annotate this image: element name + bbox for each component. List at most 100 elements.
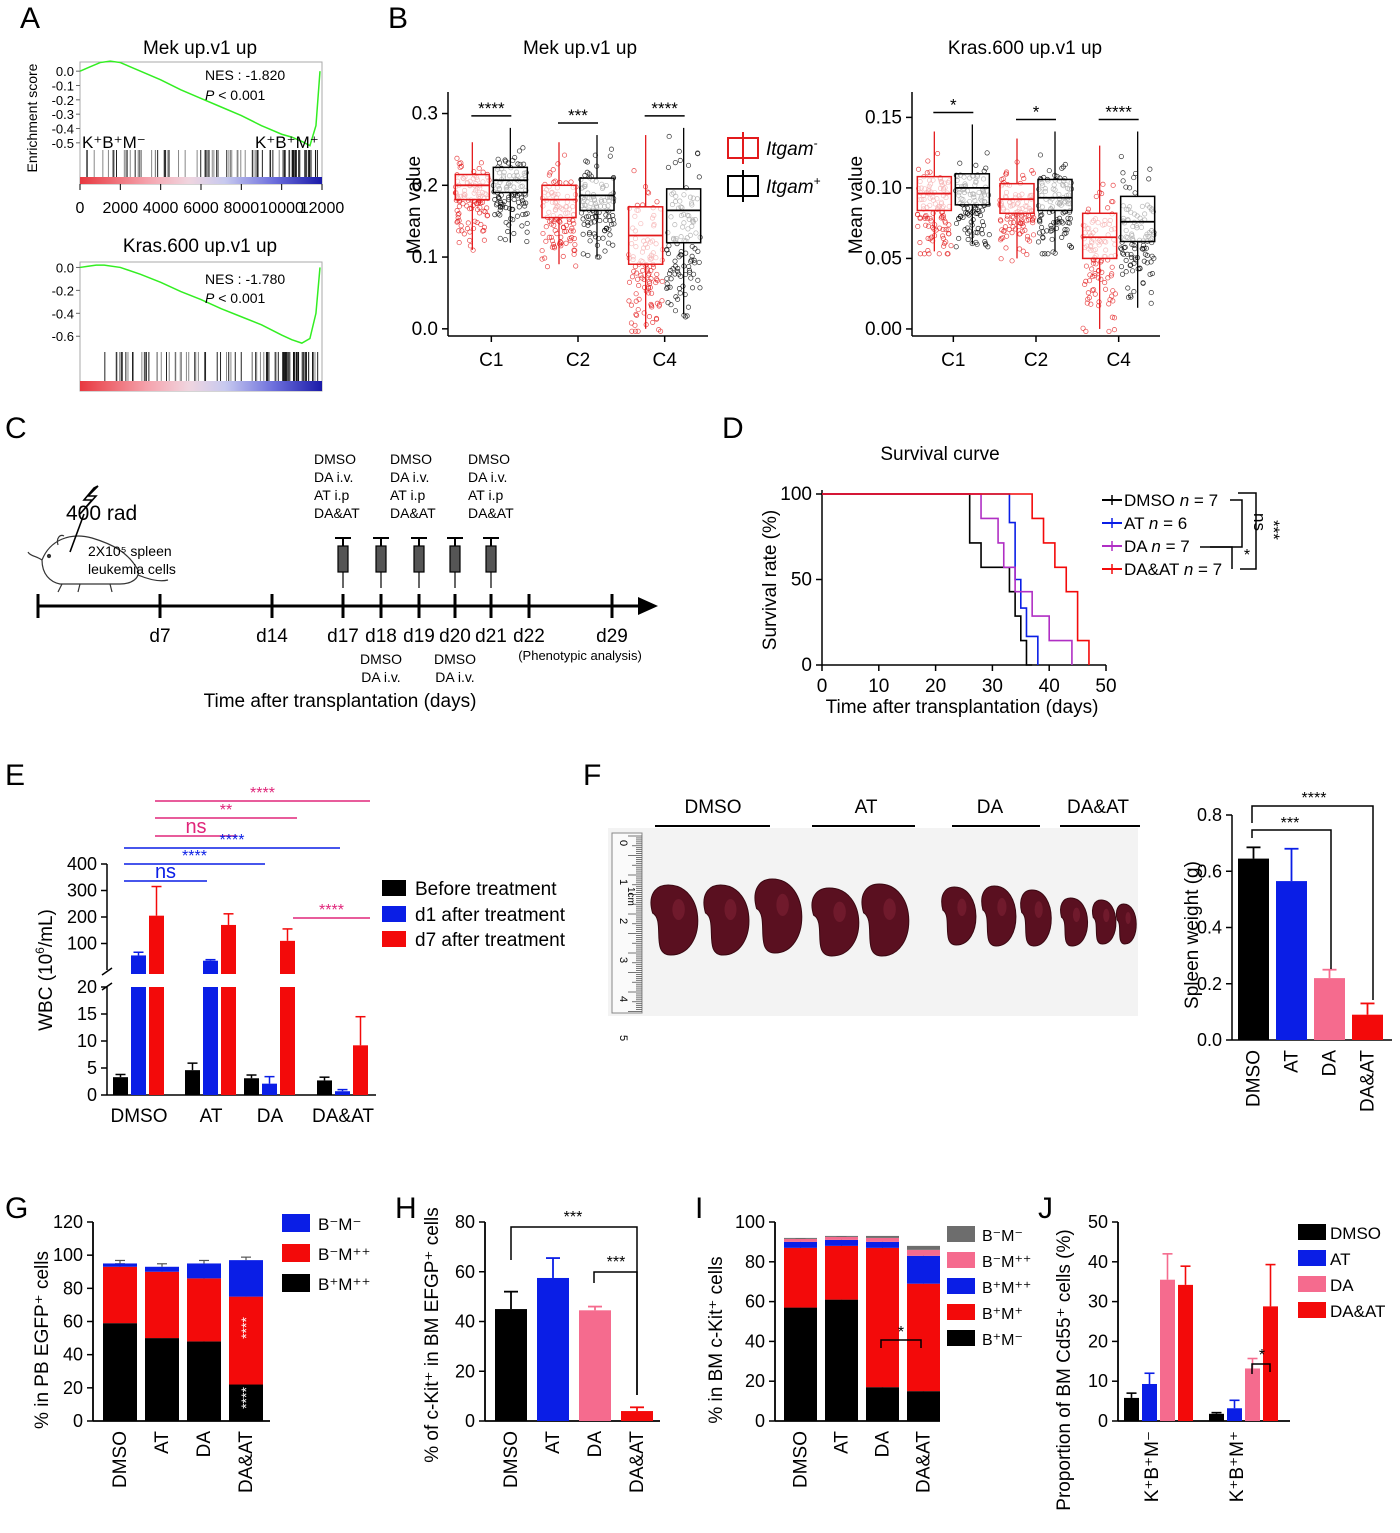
b-data-point — [606, 240, 612, 246]
b-data-point — [1119, 271, 1126, 277]
c-injection-line — [69, 513, 85, 553]
c-treatment-line: DA&AT — [390, 505, 436, 521]
b-data-point — [1147, 271, 1153, 277]
d-legend-label: DA n = 7 — [1124, 537, 1190, 556]
f-ylabel: Spleen weight (g) — [1182, 861, 1203, 1009]
b-data-point — [501, 199, 507, 205]
e-legend-swatch-d7 — [382, 931, 406, 947]
b-data-point — [1140, 280, 1146, 286]
b-data-point — [979, 227, 985, 233]
b-data-point — [1090, 260, 1096, 266]
b-data-point — [1040, 235, 1046, 241]
b-data-point — [455, 212, 461, 218]
b-data-point — [646, 190, 652, 196]
i-bar-segment — [866, 1235, 899, 1238]
b-data-point — [1095, 275, 1101, 281]
panel-h: H % of c-Kit⁺ in BM EFGP⁺ cells 0 20 40 60 8… — [395, 1192, 660, 1493]
b-data-point — [936, 251, 942, 257]
b-data-point — [946, 222, 952, 228]
b-data-point — [610, 217, 616, 223]
i-bar-segment — [866, 1237, 899, 1242]
b-data-point — [540, 230, 546, 237]
b-sig-stars: * — [1033, 102, 1040, 121]
b-data-point — [542, 255, 548, 261]
b-data-point — [580, 251, 586, 257]
b-data-point — [570, 218, 576, 224]
b-data-point — [984, 150, 990, 156]
b-sig-stars: **** — [1105, 102, 1132, 121]
b-data-point — [524, 238, 530, 245]
b-data-point — [610, 242, 616, 248]
g-bar-segment — [187, 1341, 221, 1421]
c-treatment-line: AT i.p — [314, 487, 349, 503]
b-data-point — [972, 205, 978, 211]
e-legend: Before treatment d1 after treatment d7 a… — [382, 879, 566, 951]
c-below-line: DMSO — [434, 651, 476, 667]
b-data-point — [1085, 206, 1091, 212]
b-data-point — [635, 276, 641, 282]
b-data-point — [1024, 233, 1031, 239]
b-data-point — [633, 311, 639, 317]
b-data-point — [976, 208, 982, 214]
a-left-group-label: K⁺B⁺M⁻ — [82, 133, 146, 152]
g-star-middle: **** — [238, 1317, 254, 1339]
b-data-point — [1127, 262, 1133, 269]
b-data-point — [1106, 301, 1112, 307]
b-data-point — [628, 320, 634, 326]
b-data-point — [484, 205, 490, 211]
c-treatment-line: DMSO — [390, 451, 432, 467]
a-xtick-label: 6000 — [183, 200, 219, 217]
d-ylabel: Survival rate (%) — [760, 510, 781, 650]
b-data-point — [696, 174, 702, 180]
b-data-point — [635, 328, 641, 334]
b-data-point — [925, 235, 931, 241]
b-data-point — [1090, 274, 1096, 280]
j-category-label: K⁺B⁺M⁻ — [1142, 1431, 1163, 1502]
c-day-label: d22 — [513, 626, 545, 647]
b-data-point — [550, 241, 557, 247]
c-day-label: d20 — [439, 626, 471, 647]
b-data-point — [585, 252, 591, 258]
f-bar — [1314, 978, 1345, 1040]
b-data-point — [999, 176, 1005, 182]
b-data-point — [1018, 215, 1024, 221]
panel-letter-d: D — [722, 412, 744, 445]
e-ytick-label: 100 — [67, 934, 97, 954]
b-data-point — [948, 243, 954, 249]
b-data-point — [1059, 234, 1065, 240]
e-bar-high-part — [131, 955, 146, 974]
a-ytick-label: -0.4 — [52, 306, 74, 321]
b-data-point — [519, 223, 525, 229]
h-sig-bracket-1 — [510, 1226, 638, 1395]
b-data-point — [503, 205, 509, 211]
g-legend-swatch-bnmpp — [282, 1244, 310, 1262]
b-data-point — [1105, 205, 1111, 211]
b-data-point — [970, 208, 976, 214]
h-sig-label-2: *** — [607, 1254, 626, 1271]
b-data-point — [685, 162, 692, 168]
c-treatment-line: DA&AT — [468, 505, 514, 521]
e-bar — [353, 1045, 368, 1095]
b-data-point — [962, 227, 968, 233]
b-data-point — [497, 207, 503, 213]
b-data-point — [631, 168, 637, 174]
syringe-barrel — [413, 545, 425, 573]
i-ytick-label: 0 — [755, 1411, 765, 1431]
b-data-point — [1024, 218, 1030, 224]
e-ytick-label: 20 — [77, 977, 97, 997]
h-ytick-label: 20 — [455, 1361, 475, 1381]
b-data-point — [476, 165, 482, 172]
f-group-label: DMSO — [685, 797, 742, 818]
b-data-point — [512, 154, 518, 161]
b-data-point — [961, 206, 967, 212]
b-data-point — [1060, 220, 1066, 226]
e-category-label: DA — [257, 1106, 284, 1127]
b-data-point — [524, 210, 530, 216]
g-bar-segment — [103, 1323, 137, 1421]
j-legend-swatch — [1298, 1276, 1326, 1292]
panel-letter-f: F — [583, 759, 601, 792]
j-ytick-label: 0 — [1098, 1411, 1108, 1431]
b-data-point — [672, 271, 678, 277]
b-data-point — [677, 290, 683, 296]
c-cells-line2: leukemia cells — [88, 561, 176, 577]
